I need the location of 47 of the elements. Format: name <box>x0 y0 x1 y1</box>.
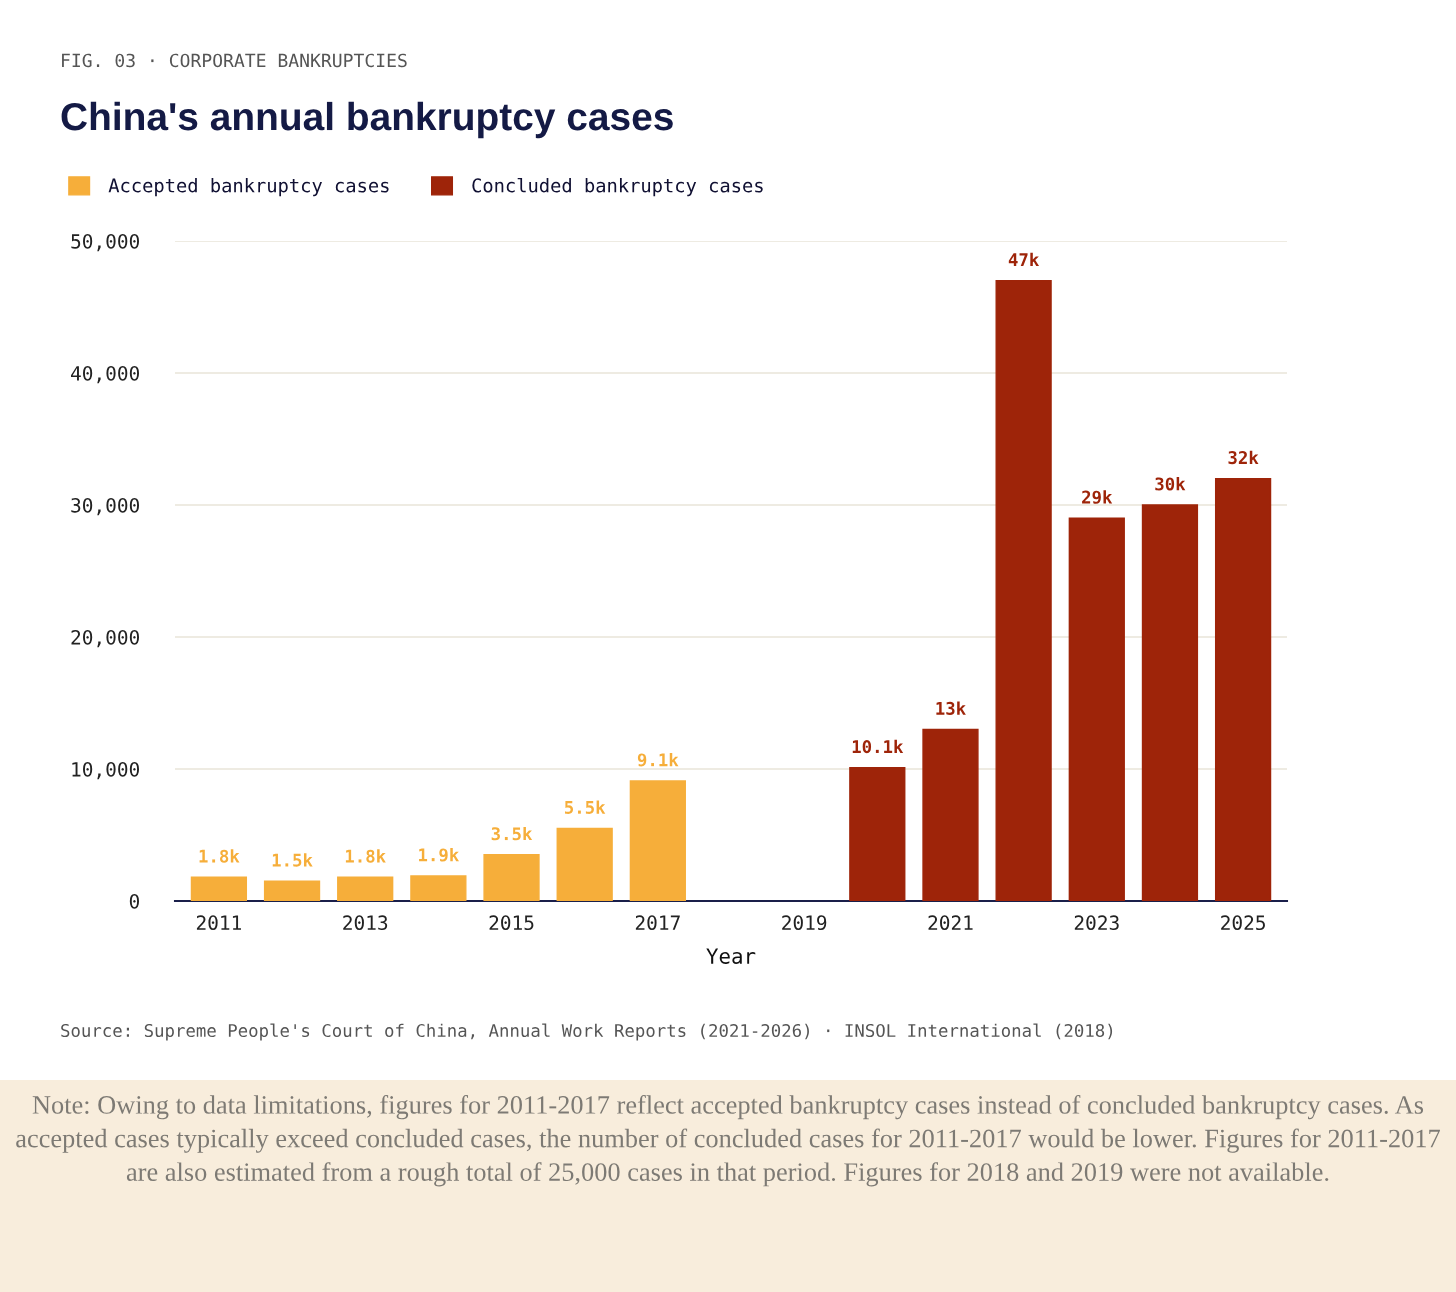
bar <box>1141 504 1199 901</box>
x-tick-label: 2015 <box>489 915 534 931</box>
bar <box>410 875 467 901</box>
y-tick-label: 40,000 <box>71 366 140 384</box>
data-label: 1.9k <box>419 848 459 862</box>
x-tick-label: 2025 <box>1221 915 1265 931</box>
bar <box>483 854 540 901</box>
bar <box>629 780 686 901</box>
bar <box>1214 477 1272 901</box>
x-tick-label: 2011 <box>196 915 241 931</box>
y-tick-label: 50,000 <box>71 234 140 252</box>
data-label: 3.5k <box>491 826 533 841</box>
data-label: 30k <box>1155 477 1186 491</box>
data-label: 32k <box>1228 450 1259 465</box>
text: Note: Owing to data limitations, figures for 2011-2017 reflect accepted bankruptcy cases instead of concluded bankruptcy cases. As accepted cases typically exceed concluded cases, the number of concluded cases for 2011-2017 would be lower. Figures for 2011-2017 are also estimated from a rough total of 25,000 cases in that period. Figures for 2018 and 2019 were not available. <box>16 1095 1440 1187</box>
data-label: 1.5k <box>272 853 313 867</box>
bar <box>190 876 248 901</box>
x-tick-label: 2013 <box>343 915 388 931</box>
bar <box>922 728 979 901</box>
bar <box>263 880 321 901</box>
data-label: 5.5k <box>564 800 606 814</box>
y-tick-label: 30,000 <box>71 498 140 516</box>
y-tick-label: 20,000 <box>71 630 140 648</box>
y-tick-label: 0 <box>129 894 140 909</box>
x-tick-label: 2021 <box>928 915 973 931</box>
chart-subtitle: FIG. 03 · CORPORATE BANKRUPTCIES <box>62 53 407 68</box>
data-label: 9.1k <box>637 752 679 767</box>
bar <box>337 876 394 901</box>
source-note: Source: Supreme People's Court of China, Annual Work Reports (2021-2026) · INSOL International (2018) <box>61 1023 1113 1041</box>
data-label: 1.8k <box>199 849 240 863</box>
data-label: 1.8k <box>345 849 386 863</box>
data-label: 10.1k <box>852 739 904 754</box>
x-tick-label: 2019 <box>782 915 827 931</box>
chart-title: China's annual bankruptcy cases <box>61 101 673 139</box>
bar <box>1068 517 1125 901</box>
legend-label: Concluded bankruptcy cases <box>472 177 763 197</box>
data-label: 47k <box>1008 252 1040 266</box>
y-tick-label: 10,000 <box>72 762 140 780</box>
x-axis-title: Year <box>706 948 756 964</box>
x-tick-label: 2023 <box>1074 915 1119 931</box>
data-label: 29k <box>1082 490 1113 504</box>
legend-label: Accepted bankruptcy cases <box>108 178 389 197</box>
bar <box>849 766 906 901</box>
x-tick-label: 2017 <box>635 915 680 931</box>
data-label: 13k <box>936 701 966 715</box>
bar <box>556 827 613 901</box>
bar <box>995 279 1052 901</box>
